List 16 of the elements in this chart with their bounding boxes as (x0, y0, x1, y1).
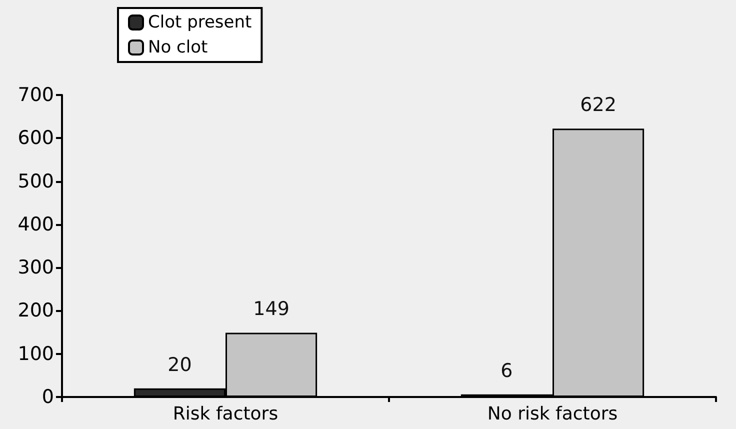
data-label: 149 (253, 298, 290, 320)
y-tick-label: 600 (18, 127, 54, 150)
data-label: 20 (168, 354, 192, 376)
y-tick-label: 300 (18, 256, 54, 279)
data-label: 622 (580, 94, 616, 116)
y-tick-label: 200 (18, 300, 54, 322)
data-label: 6 (500, 360, 513, 382)
y-tick-label: 400 (18, 213, 54, 236)
x-tick-label: No risk factors (487, 404, 618, 424)
legend-label: Clot present (148, 12, 252, 32)
legend-label: No clot (148, 38, 208, 58)
y-tick-label: 700 (18, 84, 54, 106)
x-tick-label: Risk factors (172, 404, 278, 424)
y-tick-label: 100 (18, 342, 54, 365)
y-tick-label: 500 (18, 170, 54, 192)
y-tick-label: 0 (42, 386, 54, 408)
